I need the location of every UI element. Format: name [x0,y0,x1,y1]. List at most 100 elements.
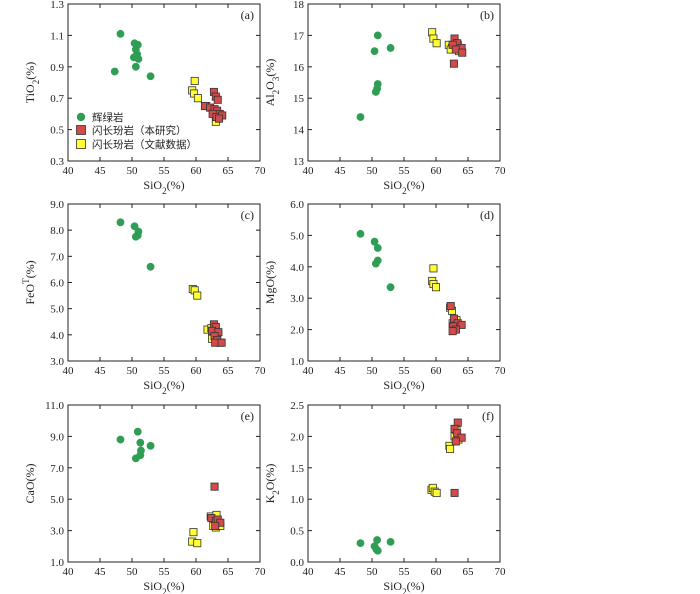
x-tick-label: 55 [159,165,171,177]
x-axis-label: SiO2(%) [383,579,424,594]
x-tick-label: 70 [495,566,507,578]
x-axis-label: SiO2(%) [143,579,184,594]
panel-label: (a) [241,8,254,22]
data-point-diorite_lit [431,283,440,292]
legend-diorite_this-label: 闪长玢岩（本研究） [92,124,187,137]
y-tick-label: 17 [293,30,305,42]
y-tick-label: 6.0 [50,278,64,290]
panel-f: 40 45 50 55 60 65 70 0.0 0.5 1.0 1.5 2.0 2.5 SiO2(%) K… [263,400,506,594]
x-tick-label: 50 [127,566,139,578]
panel-label: (c) [241,208,254,222]
data-point-gabbro [131,232,140,241]
data-point-diorite_this [450,488,459,497]
data-point-diorite_lit [446,444,455,453]
data-point-diorite_lit [189,528,198,537]
data-point-diorite_lit [432,39,441,48]
data-point-diorite_lit [432,488,441,497]
plot-frame [307,404,501,563]
y-tick-label: 6.0 [290,199,304,211]
x-tick-label: 45 [335,365,347,377]
data-point-gabbro [373,244,382,252]
x-tick-label: 40 [63,566,75,578]
data-point-gabbro [370,237,379,246]
y-tick-label: 7.0 [50,463,64,475]
data-point-diorite_this [448,327,457,336]
x-tick-label: 50 [127,365,139,377]
y-tick-label: 2.5 [290,400,304,412]
x-tick-label: 65 [223,566,235,578]
y-tick-label: 14 [293,125,305,137]
x-tick-label: 40 [303,365,315,377]
y-tick-label: 5.0 [50,304,64,316]
data-point-diorite_this [458,48,467,57]
x-tick-label: 50 [127,165,139,177]
y-tick-label: 5.0 [50,494,64,506]
x-tick-label: 65 [463,566,475,578]
x-tick-label: 70 [495,365,507,377]
data-point-gabbro [116,29,125,38]
data-point-diorite_this [217,338,226,347]
data-point-gabbro [131,454,140,463]
x-tick-label: 65 [463,165,475,177]
plot-frame [67,404,261,563]
x-tick-label: 65 [463,365,475,377]
y-tick-label: 4.0 [50,330,64,342]
data-point-diorite_this [457,320,466,329]
y-tick-label: 8.0 [50,225,64,237]
x-tick-label: 70 [255,165,267,177]
panel-label: (d) [480,208,494,222]
data-point-gabbro [356,229,365,238]
y-tick-label: 13 [293,156,305,168]
data-point-gabbro [146,441,155,450]
x-tick-label: 60 [191,165,203,177]
y-axis-label: FeOT(%) [21,260,37,304]
data-point-gabbro [386,44,395,52]
x-tick-label: 45 [95,365,107,377]
x-tick-label: 65 [223,165,235,177]
x-tick-label: 55 [399,566,411,578]
data-point-gabbro [146,262,155,271]
plot-frame [67,3,261,162]
data-point-gabbro [136,438,145,447]
legend-gabbro-label: 辉绿岩 [92,111,124,124]
x-axis-label: SiO2(%) [383,378,424,396]
data-point-diorite_this [210,482,219,491]
data-point-diorite_lit [429,264,438,273]
y-tick-label: 2.0 [290,325,304,337]
y-tick-label: 3.0 [50,356,64,368]
data-point-diorite_this [446,302,455,311]
y-tick-label: 2.0 [290,431,304,443]
x-tick-label: 50 [367,365,379,377]
panel-label: (b) [480,8,494,22]
x-tick-label: 40 [303,165,315,177]
y-tick-label: 7.0 [50,251,64,263]
x-tick-label: 55 [399,165,411,177]
x-tick-label: 55 [399,365,411,377]
y-tick-label: 11.0 [45,400,64,412]
y-tick-label: 16 [293,62,305,74]
data-point-diorite_this [211,521,220,530]
x-tick-label: 50 [367,566,379,578]
data-point-gabbro [370,47,379,55]
data-point-gabbro [110,67,119,76]
panel-e: 40 45 50 55 60 65 70 1.0 3.0 5.0 7.0 9.0 11.0 SiO2(%)… [23,400,266,594]
x-tick-label: 60 [191,566,203,578]
data-point-gabbro [146,72,155,81]
data-point-diorite_lit [193,291,202,300]
x-axis-label: SiO2(%) [383,178,424,196]
legend-diorite_lit-label: 闪长玢岩（文献数据） [92,138,197,151]
panel-b: 40 45 50 55 60 65 70 13 14 15 16 17 18 SiO2(%) Al2O3(%… [263,0,506,196]
x-tick-label: 60 [431,365,443,377]
x-tick-label: 45 [335,566,347,578]
x-tick-label: 40 [63,165,75,177]
y-tick-label: 9.0 [50,199,64,211]
y-axis-label: TiO2(%) [23,62,41,103]
data-point-diorite_this [451,437,460,446]
plot-frame [307,3,501,162]
y-tick-label: 0.3 [50,156,64,168]
x-tick-label: 60 [431,165,443,177]
y-tick-label: 18 [293,0,305,11]
panel-a: 40 45 50 55 60 65 70 0.3 0.5 0.7 0.9 1.1 1.3 SiO2(%) T… [23,0,266,196]
y-tick-label: 4.0 [290,262,304,274]
